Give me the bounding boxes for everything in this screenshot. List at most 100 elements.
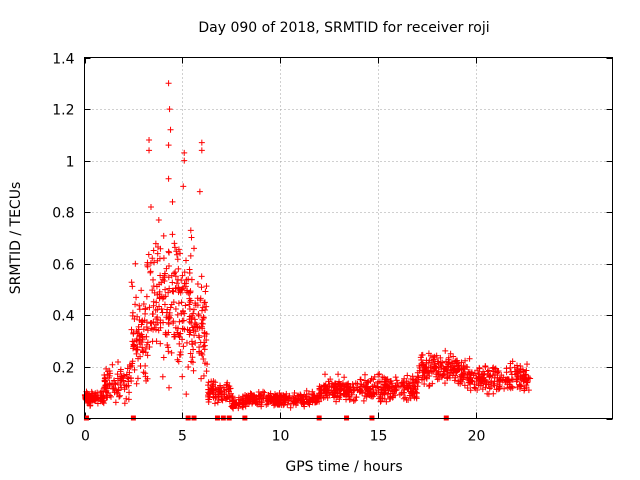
y-tick-label: 0.2 bbox=[52, 361, 74, 377]
data-point bbox=[489, 372, 496, 379]
data-point bbox=[229, 395, 236, 402]
data-point bbox=[149, 255, 156, 262]
data-point bbox=[165, 289, 172, 296]
data-point bbox=[479, 386, 486, 393]
data-point bbox=[196, 344, 203, 351]
data-point bbox=[140, 300, 147, 307]
data-point bbox=[440, 364, 447, 371]
data-point bbox=[387, 395, 394, 402]
data-point bbox=[202, 306, 209, 313]
data-point bbox=[467, 387, 474, 394]
data-point bbox=[189, 324, 196, 331]
data-point bbox=[198, 273, 205, 280]
data-point bbox=[387, 393, 394, 400]
data-point bbox=[442, 347, 449, 354]
data-point bbox=[203, 303, 210, 310]
data-point bbox=[473, 375, 480, 382]
data-point bbox=[511, 368, 518, 375]
data-point bbox=[407, 395, 414, 402]
data-point bbox=[158, 306, 165, 313]
data-point bbox=[154, 244, 161, 251]
data-point bbox=[161, 272, 168, 279]
data-point bbox=[370, 390, 377, 397]
data-point bbox=[514, 362, 521, 369]
data-point bbox=[198, 375, 205, 382]
data-point bbox=[411, 394, 418, 401]
data-point bbox=[407, 375, 414, 382]
data-point bbox=[214, 389, 221, 396]
data-point bbox=[447, 350, 454, 357]
data-point bbox=[233, 399, 240, 406]
data-point bbox=[186, 316, 193, 323]
data-point bbox=[173, 251, 180, 258]
data-point bbox=[115, 387, 122, 394]
data-point bbox=[104, 371, 111, 378]
data-point bbox=[152, 306, 159, 313]
data-point bbox=[325, 378, 332, 385]
data-point bbox=[182, 302, 189, 309]
data-point bbox=[130, 343, 137, 350]
data-point bbox=[183, 276, 190, 283]
data-point bbox=[444, 374, 451, 381]
data-point bbox=[156, 288, 163, 295]
data-point bbox=[144, 375, 151, 382]
data-point bbox=[326, 391, 333, 398]
x-tick-label: 10 bbox=[272, 429, 290, 445]
data-point bbox=[331, 389, 338, 396]
data-point bbox=[185, 364, 192, 371]
data-point bbox=[371, 391, 378, 398]
data-point bbox=[405, 380, 412, 387]
data-point bbox=[189, 359, 196, 366]
data-point bbox=[186, 299, 193, 306]
data-point bbox=[450, 353, 457, 360]
data-point bbox=[357, 383, 364, 390]
data-point bbox=[384, 382, 391, 389]
data-point bbox=[477, 377, 484, 384]
data-point bbox=[117, 368, 124, 375]
y-tick-label: 1.2 bbox=[52, 103, 74, 119]
data-point bbox=[197, 297, 204, 304]
data-point bbox=[408, 390, 415, 397]
data-point bbox=[147, 268, 154, 275]
data-point bbox=[138, 287, 145, 294]
data-point bbox=[255, 393, 262, 400]
data-point bbox=[182, 257, 189, 264]
data-point bbox=[187, 252, 194, 259]
data-point bbox=[251, 396, 258, 403]
data-point bbox=[123, 395, 130, 402]
data-point bbox=[133, 294, 140, 301]
data-point bbox=[128, 378, 135, 385]
data-point bbox=[400, 395, 407, 402]
data-point bbox=[138, 318, 145, 325]
x-tick-label: 15 bbox=[370, 429, 388, 445]
data-point bbox=[305, 390, 312, 397]
data-point bbox=[189, 354, 196, 361]
data-point bbox=[403, 396, 410, 403]
data-point bbox=[441, 380, 448, 387]
data-point bbox=[215, 393, 222, 400]
data-point bbox=[146, 304, 153, 311]
data-point bbox=[120, 377, 127, 384]
data-point bbox=[236, 401, 243, 408]
data-point bbox=[323, 387, 330, 394]
data-point bbox=[111, 377, 118, 384]
data-point bbox=[196, 188, 203, 195]
data-point bbox=[108, 393, 115, 400]
data-point bbox=[179, 317, 186, 324]
data-point bbox=[517, 363, 524, 370]
data-point bbox=[166, 384, 173, 391]
data-point bbox=[205, 382, 212, 389]
data-point bbox=[160, 255, 167, 262]
data-point bbox=[175, 246, 182, 253]
data-point bbox=[187, 289, 194, 296]
data-point bbox=[515, 373, 522, 380]
data-point bbox=[439, 372, 446, 379]
data-point bbox=[437, 354, 444, 361]
data-point bbox=[154, 250, 161, 257]
data-point bbox=[425, 367, 432, 374]
data-point bbox=[201, 339, 208, 346]
data-point bbox=[164, 306, 171, 313]
data-point bbox=[181, 149, 188, 156]
data-point bbox=[176, 287, 183, 294]
